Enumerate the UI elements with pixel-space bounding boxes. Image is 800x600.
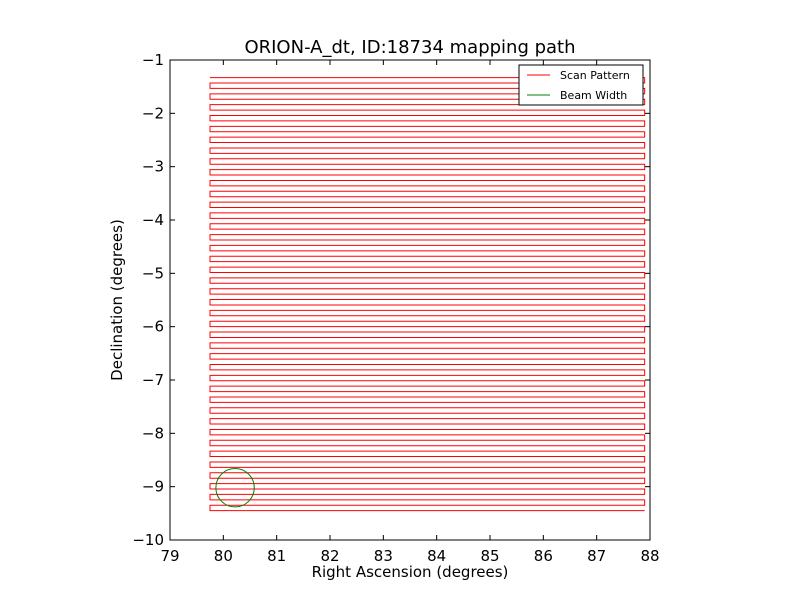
x-tick-label: 85	[480, 547, 499, 565]
legend-label-beam: Beam Width	[560, 89, 627, 102]
chart-title: ORION-A_dt, ID:18734 mapping path	[244, 37, 575, 58]
axis-ticks: 79 80 81 82 83 84 85 86 87 88 −1 −2 −3 −4 −5 −6 −7 −8 −9 −1…	[132, 51, 659, 565]
y-tick-label: −10	[132, 531, 164, 549]
y-tick-label: −5	[142, 264, 164, 282]
beam-width-layer	[215, 468, 255, 508]
y-tick-label: −4	[142, 211, 164, 229]
beam-width-circle	[215, 468, 255, 508]
x-tick-label: 87	[587, 547, 606, 565]
x-tick-label: 81	[267, 547, 286, 565]
y-tick-label: −1	[142, 51, 164, 69]
y-tick-label: −7	[142, 371, 164, 389]
x-tick-label: 83	[374, 547, 393, 565]
x-tick-label: 80	[214, 547, 233, 565]
x-tick-label: 79	[160, 547, 179, 565]
x-tick-label: 82	[320, 547, 339, 565]
y-tick-label: −9	[142, 478, 164, 496]
legend: Scan Pattern Beam Width	[518, 64, 644, 106]
y-tick-label: −8	[142, 424, 164, 442]
scan-pattern-layer	[209, 77, 646, 512]
y-axis-label: Declination (degrees)	[108, 219, 126, 381]
plot-frame	[169, 59, 651, 541]
legend-box	[518, 64, 644, 106]
y-tick-label: −2	[142, 104, 164, 122]
x-tick-label: 86	[534, 547, 553, 565]
x-tick-label: 84	[427, 547, 446, 565]
x-axis-label: Right Ascension (degrees)	[312, 563, 509, 581]
legend-label-scan: Scan Pattern	[560, 69, 630, 82]
y-tick-label: −6	[142, 318, 164, 336]
scan-pattern-line	[209, 77, 646, 512]
y-tick-label: −3	[142, 158, 164, 176]
x-tick-label: 88	[640, 547, 659, 565]
